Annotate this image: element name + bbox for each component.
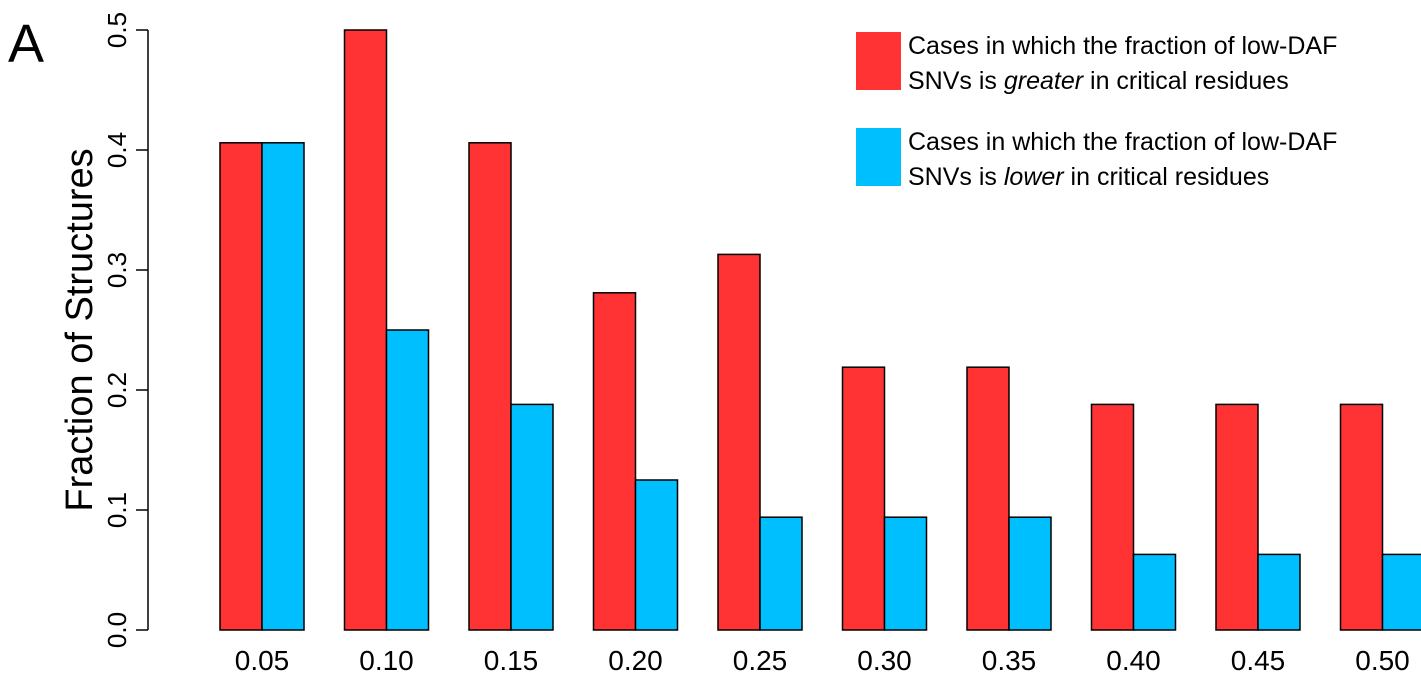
- legend-entry-0-line2: SNVs is greater in critical residues: [908, 67, 1289, 95]
- x-tick-label: 0.15: [484, 645, 539, 676]
- bar-series-1-0.50: [1381, 553, 1421, 631]
- y-tick-label: 0.2: [102, 372, 132, 408]
- y-tick-label: 0.5: [102, 12, 132, 48]
- legend-swatch-0: [856, 32, 901, 90]
- bar-series-1-0.30: [883, 516, 928, 631]
- bars: [219, 29, 1421, 631]
- y-axis-label: Fraction of Structures: [59, 148, 101, 511]
- y-tick-label: 0.4: [102, 132, 132, 168]
- x-tick-label: 0.30: [857, 645, 912, 676]
- y-tick-label: 0.3: [102, 252, 132, 288]
- x-tick-label: 0.50: [1355, 645, 1410, 676]
- bar-series-0-0.40: [1090, 403, 1135, 631]
- bar-series-1-0.25: [759, 516, 803, 631]
- x-tick-labels: 0.05 0.10 0.15 0.20 0.25 0.30 0.35 0.40 0.45 0.50: [235, 645, 1410, 676]
- bar-series-0-0.45: [1215, 403, 1259, 631]
- bar-series-0-0.10: [343, 29, 388, 631]
- legend: Cases in which the fraction of low-DAF SN…: [856, 32, 1337, 191]
- y-tick-label: 0.0: [102, 612, 132, 648]
- x-tick-label: 0.10: [359, 645, 414, 676]
- legend-entry-1-line2: SNVs is lower in critical residues: [908, 163, 1269, 191]
- bar-series-1-0.05: [261, 142, 305, 631]
- x-tick-label: 0.40: [1106, 645, 1161, 676]
- x-tick-label: 0.05: [235, 645, 290, 676]
- bar-series-1-0.10: [385, 329, 430, 631]
- x-tick-label: 0.35: [982, 645, 1037, 676]
- bar-series-0-0.05: [219, 142, 263, 631]
- legend-entry-0-line1: Cases in which the fraction of low-DAF: [908, 32, 1337, 60]
- bar-series-1-0.35: [1008, 516, 1052, 631]
- bar-series-0-0.20: [592, 292, 637, 631]
- bar-series-0-0.30: [841, 366, 886, 631]
- x-tick-label: 0.20: [608, 645, 663, 676]
- bar-series-0-0.35: [966, 366, 1010, 631]
- x-tick-label: 0.25: [733, 645, 788, 676]
- bar-series-1-0.15: [510, 403, 554, 631]
- bar-series-1-0.45: [1257, 553, 1301, 631]
- legend-entry-1-line1: Cases in which the fraction of low-DAF: [908, 128, 1337, 156]
- bar-series-0-0.15: [468, 142, 512, 631]
- y-axis: 0.0 0.1 0.2 0.3 0.4 0.5: [102, 12, 149, 648]
- bar-series-1-0.40: [1132, 553, 1177, 631]
- x-tick-label: 0.45: [1231, 645, 1286, 676]
- bar-series-0-0.50: [1339, 403, 1384, 631]
- bar-series-0-0.25: [717, 253, 761, 631]
- y-tick-label: 0.1: [102, 492, 132, 528]
- panel-label: A: [8, 14, 44, 74]
- legend-swatch-1: [856, 128, 901, 186]
- bar-series-1-0.20: [634, 479, 679, 631]
